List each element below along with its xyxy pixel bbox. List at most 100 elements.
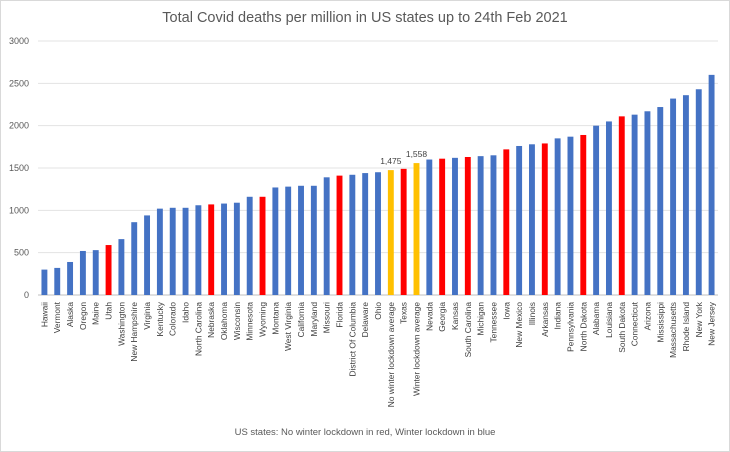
x-tick-label: South Carolina <box>463 302 473 358</box>
data-label: 1,558 <box>406 149 428 159</box>
bar-kentucky <box>156 208 163 295</box>
x-axis-ticks: Hawaii Vermont Alaska Oregon Maine Utah Washin… <box>39 301 716 407</box>
bar-michigan <box>477 156 484 295</box>
x-tick-label: Virginia <box>142 302 152 330</box>
bar-new-york <box>695 89 702 295</box>
x-tick-label: Nebraska <box>206 302 216 338</box>
bar-south-carolina <box>464 156 471 295</box>
bar-new-mexico <box>516 145 523 295</box>
x-tick-label: New Hampshire <box>129 302 139 362</box>
x-tick-label: Oklahoma <box>219 302 229 341</box>
x-tick-label: Wyoming <box>258 302 268 337</box>
bar-georgia <box>439 158 446 295</box>
x-tick-label: New Mexico <box>514 302 524 348</box>
x-tick-label: Hawaii <box>39 302 49 327</box>
x-tick-label: Florida <box>335 302 345 328</box>
bar-wyoming <box>259 196 266 295</box>
bar-oklahoma <box>221 203 227 295</box>
bar-virginia <box>144 215 151 295</box>
bar-hawaii <box>41 269 48 295</box>
bar-wisconsin <box>233 202 240 295</box>
data-labels: 1,475 1,558 <box>380 149 427 166</box>
x-tick-label: New York <box>694 301 704 337</box>
x-tick-label: Montana <box>270 302 280 335</box>
bar-no-winter-lockdown-average <box>387 170 394 295</box>
bar-maine <box>92 250 99 295</box>
y-tick-label: 2500 <box>9 78 29 88</box>
bar-rhode-island <box>682 95 689 295</box>
bar-indiana <box>554 138 561 295</box>
bars <box>41 74 715 296</box>
bar-idaho <box>182 207 189 295</box>
x-tick-label: Mississippi <box>655 302 665 343</box>
x-tick-label: Kansas <box>450 302 460 330</box>
x-tick-label: Maryland <box>309 302 319 337</box>
y-tick-label: 2000 <box>9 121 29 131</box>
x-tick-label: Iowa <box>501 302 511 320</box>
bar-mississippi <box>657 107 664 295</box>
bar-illinois <box>529 144 535 295</box>
bar-texas <box>400 168 407 295</box>
x-tick-label: North Carolina <box>193 302 203 356</box>
y-tick-label: 1500 <box>9 163 29 173</box>
x-tick-label: Maine <box>91 302 101 325</box>
chart-footer-note: US states: No winter lockdown in red, Wi… <box>234 427 496 438</box>
bar-north-carolina <box>195 205 202 295</box>
x-tick-label: Arizona <box>642 302 652 331</box>
bar-minnesota <box>246 196 253 295</box>
y-tick-label: 500 <box>14 248 29 258</box>
bar-vermont <box>54 267 61 295</box>
bar-pennsylvania <box>567 136 574 295</box>
y-tick-label: 1000 <box>9 205 29 215</box>
bar-tennessee <box>490 155 497 295</box>
bar-kansas <box>452 157 458 295</box>
x-tick-label: Rhode Island <box>681 302 691 352</box>
bar-alabama <box>593 125 600 296</box>
bar-utah <box>105 245 112 295</box>
x-tick-label: Missouri <box>322 302 332 333</box>
x-tick-label: New Jersey <box>707 301 717 346</box>
bar-district-of-columbia <box>349 174 356 295</box>
bar-washington <box>118 239 125 295</box>
x-tick-label: Georgia <box>437 302 447 332</box>
y-tick-label: 3000 <box>9 36 29 46</box>
x-tick-label: Utah <box>104 302 114 320</box>
x-tick-label: Colorado <box>168 302 178 336</box>
x-tick-label: Vermont <box>52 301 62 333</box>
bar-florida <box>336 175 343 295</box>
x-tick-label: Idaho <box>181 302 191 323</box>
bar-north-dakota <box>580 134 587 295</box>
x-tick-label: Alabama <box>591 302 601 335</box>
x-tick-label: No winter lockdown average <box>386 302 396 408</box>
bar-nevada <box>426 159 433 295</box>
bar-new-hampshire <box>131 222 138 295</box>
bar-colorado <box>169 207 176 295</box>
x-tick-label: North Dakota <box>578 302 588 352</box>
bar-winter-lockdown-average <box>413 163 420 295</box>
x-tick-label: Massachusetts <box>668 302 678 358</box>
x-tick-label: Texas <box>399 302 409 324</box>
y-axis-ticks: 0 500 1000 1500 2000 2500 3000 <box>9 36 29 300</box>
bar-ohio <box>375 172 381 295</box>
x-tick-label: Kentucky <box>155 301 165 336</box>
bar-maryland <box>310 185 317 295</box>
x-tick-label: Washington <box>116 302 126 346</box>
x-tick-label: Louisiana <box>604 302 614 338</box>
bar-california <box>298 185 304 295</box>
x-tick-label: California <box>296 302 306 338</box>
bar-massachusetts <box>670 98 677 295</box>
x-tick-label: Oregon <box>78 302 88 330</box>
bar-arizona <box>644 111 651 295</box>
y-tick-label: 0 <box>24 290 29 300</box>
bar-iowa <box>503 149 510 295</box>
x-tick-label: Arkansas <box>540 302 550 337</box>
bar-west-virginia <box>285 186 292 295</box>
x-tick-label: Wisconsin <box>232 302 242 341</box>
bar-louisiana <box>605 121 612 295</box>
x-tick-label: Connecticut <box>630 301 640 346</box>
x-tick-label: West Virginia <box>283 302 293 351</box>
x-tick-label: Tennessee <box>488 302 498 343</box>
x-tick-label: Illinois <box>527 302 537 325</box>
x-tick-label: Winter lockdown average <box>411 302 421 396</box>
